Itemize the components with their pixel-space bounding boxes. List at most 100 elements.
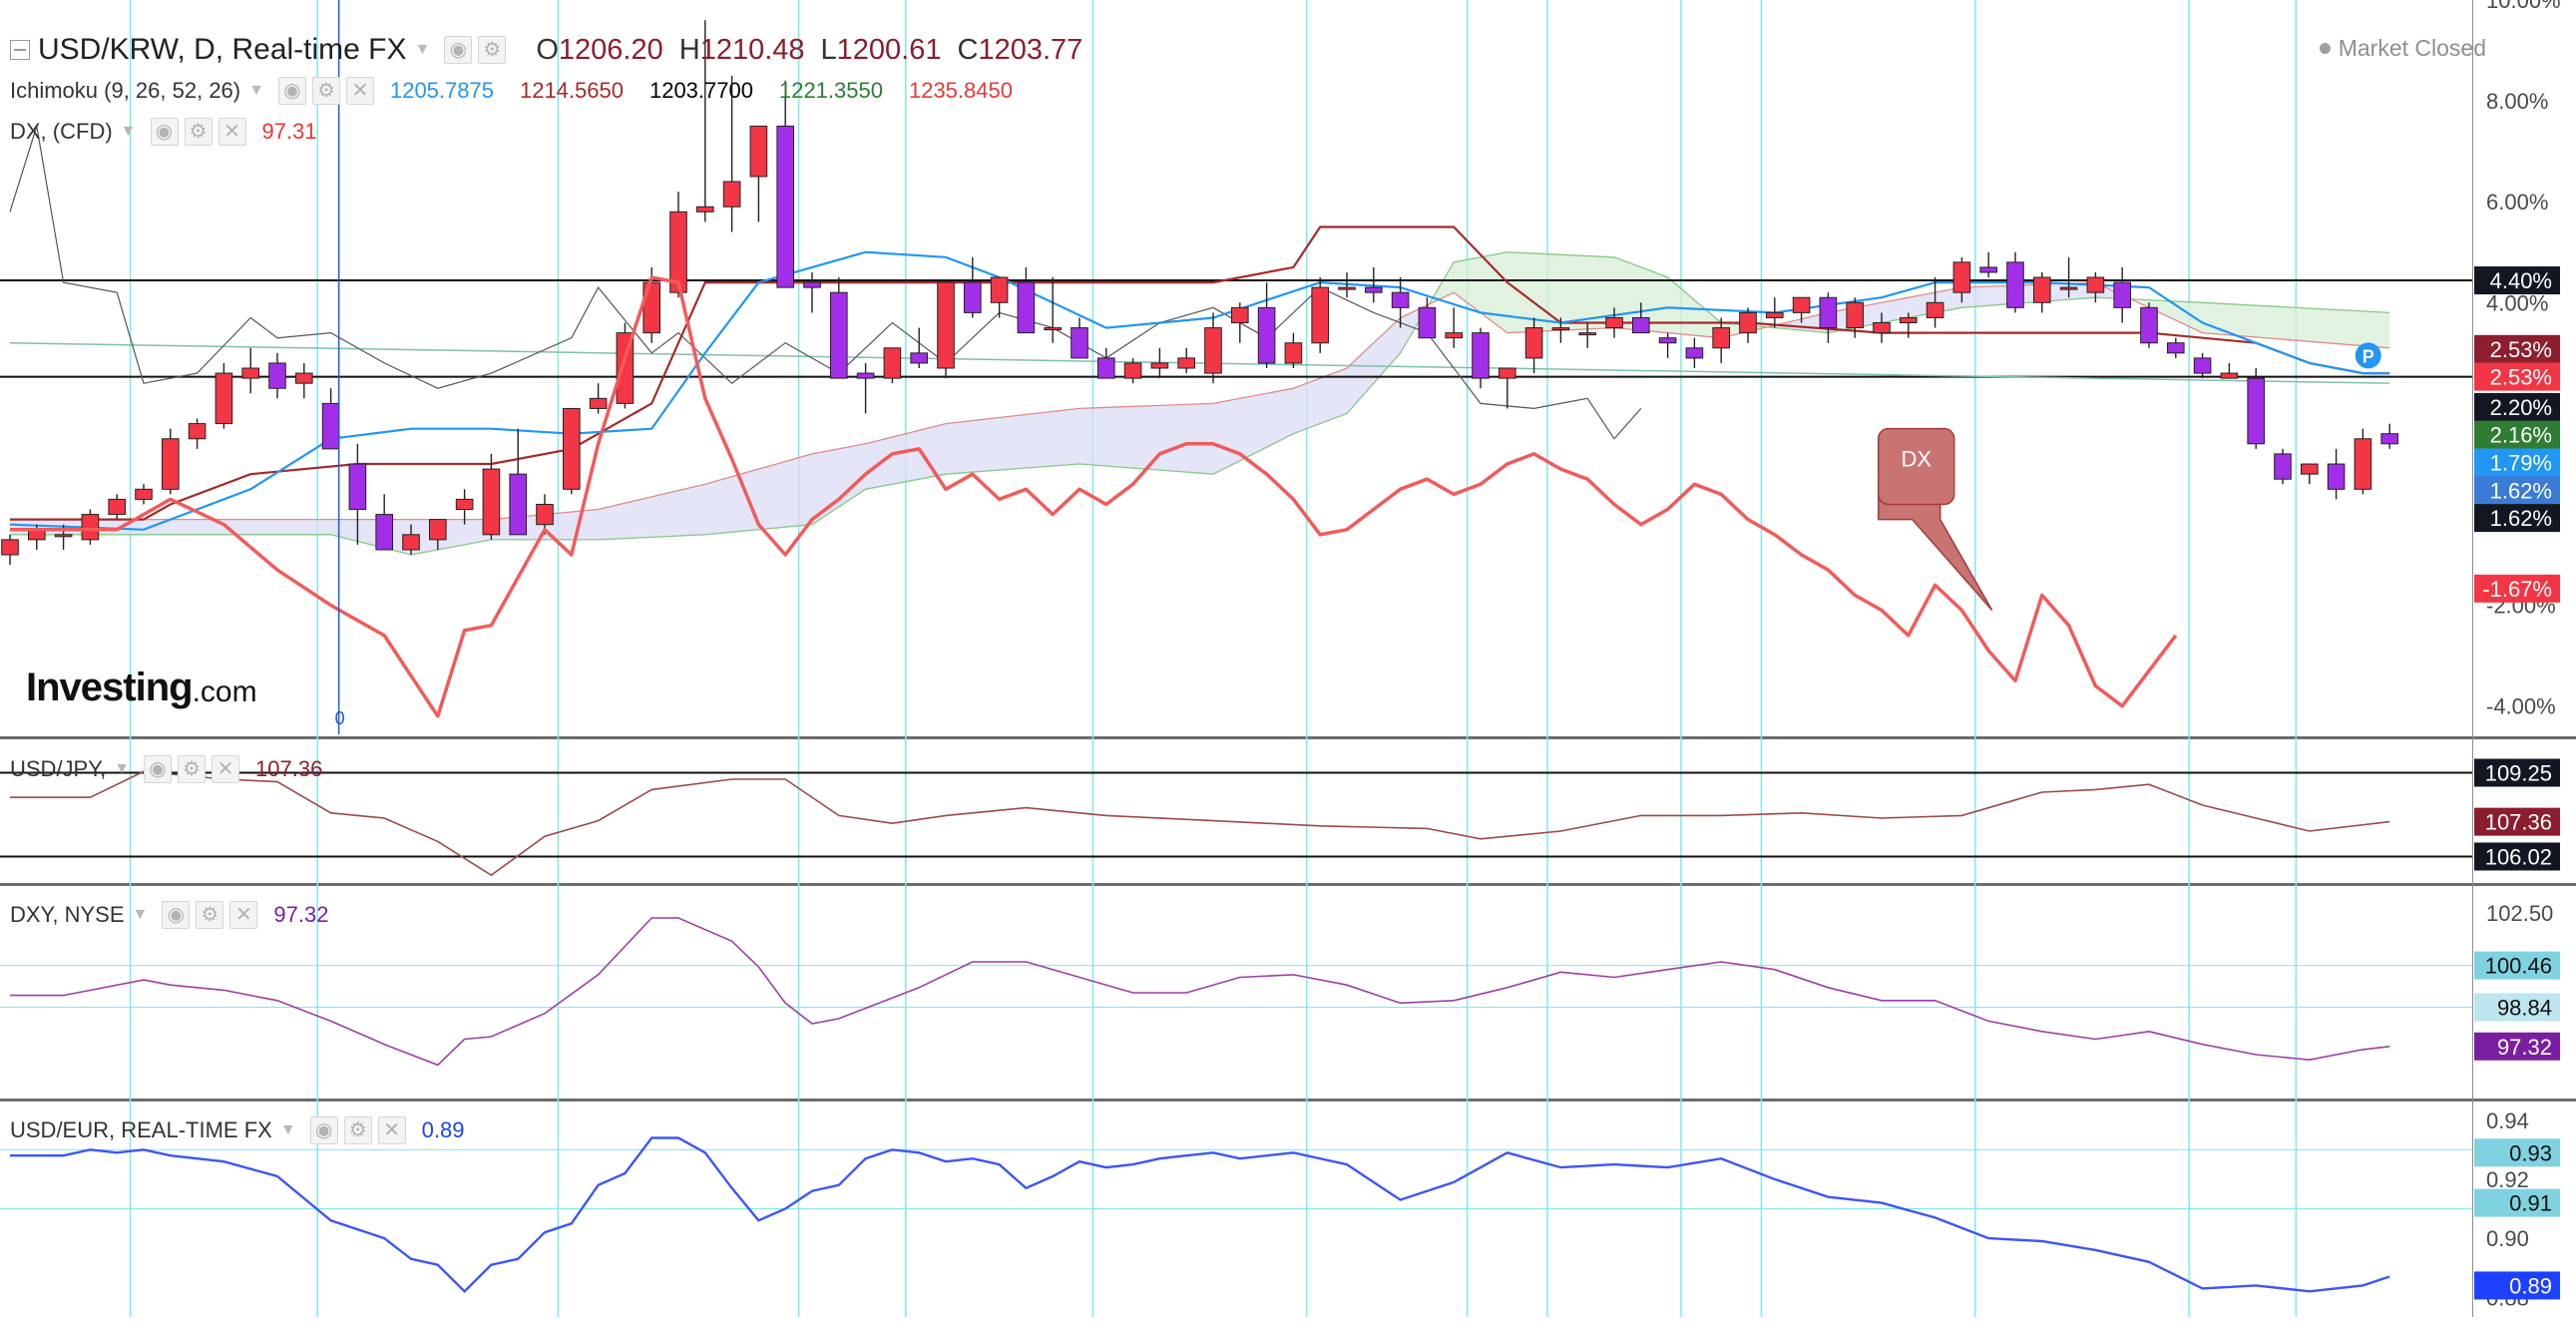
candle-body <box>589 397 608 409</box>
gear-icon[interactable]: ⚙ <box>311 77 340 105</box>
candle-body <box>2140 306 2158 344</box>
candle-body <box>1364 286 1383 293</box>
gear-icon[interactable]: ⚙ <box>178 755 207 783</box>
eye-icon[interactable]: ◉ <box>444 36 473 64</box>
candle-body <box>883 347 902 379</box>
usdeur-axis-tick: 0.94 <box>2486 1108 2529 1133</box>
candle-body <box>1044 327 1063 331</box>
pane-divider <box>0 1099 2576 1102</box>
close-icon[interactable]: ✕ <box>345 77 374 105</box>
usdjpy-price-tag: 106.02 <box>2485 844 2552 869</box>
dxy-price-tag: 100.46 <box>2485 954 2552 979</box>
ichimoku-label[interactable]: Ichimoku (9, 26, 52, 26) <box>10 78 241 103</box>
collapse-icon[interactable] <box>10 40 30 60</box>
symbol-title[interactable]: USD/KRW, D, Real-time FX <box>38 33 407 66</box>
usdeur-price-tag: 0.89 <box>2509 1273 2552 1298</box>
candle-body <box>2086 276 2105 293</box>
candle-body <box>2059 286 2078 290</box>
chevron-down-icon[interactable]: ▼ <box>414 41 431 58</box>
dxy-label[interactable]: DXY, NYSE <box>10 902 125 927</box>
main-axis-tick: 6.00% <box>2486 190 2548 215</box>
eye-icon[interactable]: ◉ <box>309 1116 338 1144</box>
candle-body <box>1230 306 1249 324</box>
dxy-value: 97.32 <box>273 902 329 927</box>
ohlc-key: H <box>678 33 700 66</box>
gear-icon[interactable]: ⚙ <box>478 36 507 64</box>
eye-icon[interactable]: ◉ <box>144 755 173 783</box>
dxy-line <box>10 917 2390 1067</box>
chevron-down-icon[interactable]: ▼ <box>132 906 149 923</box>
dxy-price-tag: 98.84 <box>2497 995 2552 1020</box>
usdeur-axis-tick: 0.92 <box>2486 1167 2529 1192</box>
main-axis-tick: 8.00% <box>2486 89 2548 114</box>
ichimoku-value: 1221.3550 <box>778 78 883 103</box>
candle-body <box>2300 463 2319 475</box>
eye-icon[interactable]: ◉ <box>277 77 306 105</box>
usdeur-legend: USD/EUR, REAL-TIME FX ▼ ◉ ⚙ ✕ 0.89 <box>10 1115 464 1145</box>
candle-body <box>348 463 367 511</box>
candle-body <box>1150 362 1169 369</box>
logo-main: Investing <box>26 664 194 709</box>
main-price-tag-bg <box>2474 476 2560 505</box>
usdeur-label[interactable]: USD/EUR, REAL-TIME FX <box>10 1117 272 1142</box>
usdjpy-price-tag-bg <box>2474 807 2560 836</box>
dx-label[interactable]: DX, (CFD) <box>10 119 113 144</box>
ohlc-value: 1206.20 <box>558 33 663 66</box>
candle-body <box>241 367 260 379</box>
dxy-price-tag-bg <box>2474 951 2560 980</box>
gear-icon[interactable]: ⚙ <box>184 118 213 146</box>
close-icon[interactable]: ✕ <box>217 118 246 146</box>
candle-body <box>81 514 100 541</box>
usdeur-line <box>10 1136 2390 1293</box>
dxy-legend: DXY, NYSE ▼ ◉ ⚙ ✕ 97.32 <box>10 900 328 930</box>
gear-icon[interactable]: ⚙ <box>196 901 224 929</box>
dx-legend: DX, (CFD) ▼ ◉ ⚙ ✕ 97.31 <box>10 117 317 147</box>
chevron-down-icon[interactable]: ▼ <box>120 123 137 140</box>
candle-body <box>1257 306 1276 364</box>
candle-body <box>1498 367 1516 379</box>
candle-body <box>1418 306 1437 339</box>
usdjpy-label[interactable]: USD/JPY, <box>10 756 107 781</box>
candle-body <box>1017 281 1036 334</box>
main-price-tag: 1.62% <box>2490 478 2552 503</box>
candle-body <box>1926 301 1944 318</box>
ohlc-value: 1200.61 <box>836 33 942 66</box>
close-icon[interactable]: ✕ <box>377 1116 406 1144</box>
chevron-down-icon[interactable]: ▼ <box>114 760 131 777</box>
candle-body <box>1311 286 1330 344</box>
candle-body <box>268 362 286 389</box>
candle-body <box>1739 311 1757 334</box>
kijun-sen-line <box>10 225 2390 521</box>
main-legend: USD/KRW, D, Real-time FX ▼ ◉ ⚙ O1206.20 H… <box>10 30 1082 70</box>
candle-body <box>722 181 741 208</box>
main-price-tag: -1.67% <box>2482 577 2552 602</box>
candle-body <box>1445 332 1464 339</box>
candle-body <box>2247 377 2266 445</box>
chevron-down-icon[interactable]: ▼ <box>279 1121 296 1138</box>
candle-body <box>1685 347 1704 359</box>
dxy-price-tag-bg <box>2474 993 2560 1022</box>
ohlc-key: O <box>536 33 559 66</box>
ichimoku-legend: Ichimoku (9, 26, 52, 26) ▼ ◉ ⚙ ✕ 1205.78… <box>10 76 1039 106</box>
eye-icon[interactable]: ◉ <box>162 901 191 929</box>
candle-body <box>1551 327 1570 331</box>
pane-divider <box>0 883 2576 886</box>
candle-body <box>482 468 501 536</box>
status-dot-icon <box>2319 42 2331 54</box>
usdjpy-legend: USD/JPY, ▼ ◉ ⚙ ✕ 107.36 <box>10 754 322 784</box>
usdjpy-value: 107.36 <box>255 756 323 781</box>
eye-icon[interactable]: ◉ <box>150 118 179 146</box>
candle-body <box>1873 322 1891 334</box>
cloud-bullish <box>2135 299 2390 348</box>
close-icon[interactable]: ✕ <box>229 901 258 929</box>
close-icon[interactable]: ✕ <box>212 755 240 783</box>
candle-body <box>509 473 528 536</box>
gear-icon[interactable]: ⚙ <box>343 1116 372 1144</box>
main-axis-tick: 10.00% <box>2486 0 2561 13</box>
main-price-tag: 1.62% <box>2490 506 2552 531</box>
chevron-down-icon[interactable]: ▼ <box>248 82 264 99</box>
candle-body <box>294 372 313 384</box>
candle-body <box>455 498 474 511</box>
